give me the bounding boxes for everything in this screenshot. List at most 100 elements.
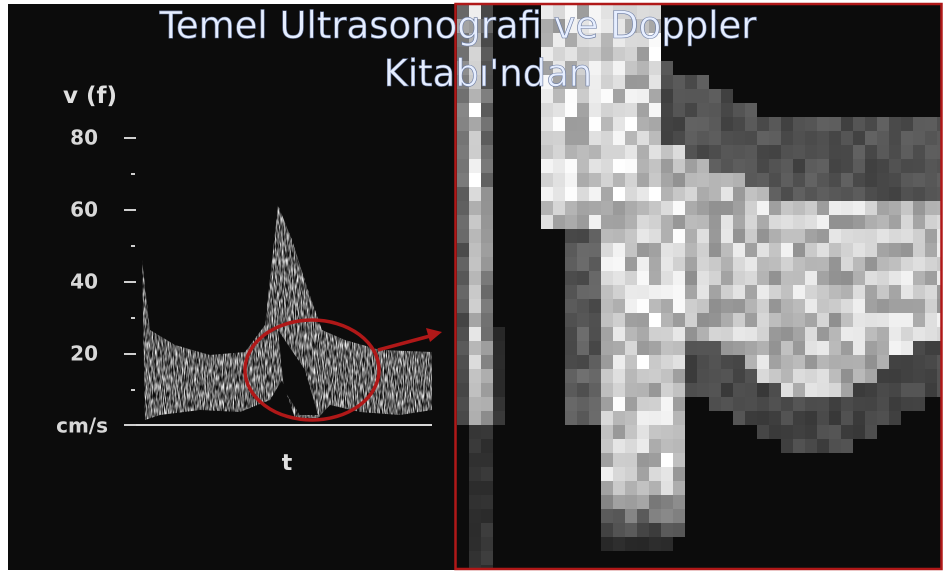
pixel-block [625, 383, 637, 397]
pixel-block [673, 131, 685, 145]
pixel-block [889, 285, 901, 299]
pixel-block [577, 327, 589, 341]
pixel-block [877, 215, 889, 229]
pixel-block [673, 397, 685, 411]
pixel-block [889, 145, 901, 159]
pixel-block [853, 117, 865, 131]
pixel-block [757, 327, 769, 341]
pixel-block [625, 355, 637, 369]
pixel-block [601, 89, 613, 103]
pixel-block [613, 271, 625, 285]
pixel-block [781, 313, 793, 327]
pixel-block [613, 397, 625, 411]
pixel-block [805, 271, 817, 285]
pixel-block [721, 355, 733, 369]
pixel-block [889, 159, 901, 173]
pixel-block [841, 299, 853, 313]
pixel-block [925, 173, 937, 187]
pixel-block [865, 145, 877, 159]
pixel-block [457, 145, 469, 159]
pixel-block [469, 369, 481, 383]
pixel-block [649, 397, 661, 411]
pixel-block [469, 173, 481, 187]
pixel-block [685, 187, 697, 201]
pixel-block [661, 369, 673, 383]
pixel-block [805, 299, 817, 313]
figure: v (f) 80 60 40 20 cm/s t Temel Ultrasono… [0, 0, 945, 572]
pixel-block [481, 285, 493, 299]
pixel-block [781, 397, 793, 411]
pixel-block [841, 145, 853, 159]
pixel-block [637, 411, 649, 425]
pixel-block [721, 173, 733, 187]
pixel-block [745, 327, 757, 341]
pixel-block [637, 117, 649, 131]
pixel-block [673, 145, 685, 159]
pixel-block [685, 173, 697, 187]
pixel-block [613, 145, 625, 159]
pixel-block [541, 131, 553, 145]
pixel-block [469, 257, 481, 271]
pixel-block [685, 145, 697, 159]
pixel-block [601, 327, 613, 341]
pixel-block [805, 117, 817, 131]
pixel-block [637, 103, 649, 117]
pixel-block [577, 215, 589, 229]
pixel-block [481, 369, 493, 383]
pixel-block [457, 411, 469, 425]
pixel-block [733, 369, 745, 383]
pixel-block [601, 467, 613, 481]
pixel-block [841, 201, 853, 215]
pixel-block [673, 327, 685, 341]
pixel-block [553, 159, 565, 173]
pixel-block [817, 397, 829, 411]
pixel-block [673, 509, 685, 523]
pixel-block [865, 369, 877, 383]
pixel-block [877, 187, 889, 201]
pixel-block [637, 327, 649, 341]
pixel-block [733, 145, 745, 159]
pixel-block [553, 173, 565, 187]
pixel-block [637, 355, 649, 369]
pixel-block [661, 173, 673, 187]
pixel-block [613, 481, 625, 495]
pixel-block [709, 271, 721, 285]
pixel-block [841, 257, 853, 271]
pixel-block [649, 509, 661, 523]
x-axis-label: t [282, 451, 293, 476]
pixel-block [625, 453, 637, 467]
pixel-block [577, 299, 589, 313]
pixel-block [925, 229, 937, 243]
pixel-block [577, 383, 589, 397]
pixel-block [709, 89, 721, 103]
pixel-block [553, 103, 565, 117]
pixel-block [769, 243, 781, 257]
pixel-block [889, 187, 901, 201]
pixel-block [877, 369, 889, 383]
pixel-block [661, 313, 673, 327]
pixel-block [481, 425, 493, 439]
pixel-block [877, 285, 889, 299]
pixel-block [673, 159, 685, 173]
pixel-block [457, 173, 469, 187]
pixel-block [481, 439, 493, 453]
pixel-block [565, 145, 577, 159]
pixel-block [481, 131, 493, 145]
pixel-block [757, 215, 769, 229]
pixel-block [793, 327, 805, 341]
pixel-block [829, 341, 841, 355]
pixel-block [637, 47, 649, 61]
pixel-block [757, 145, 769, 159]
pixel-block [697, 355, 709, 369]
pixel-block [829, 215, 841, 229]
pixel-block [601, 411, 613, 425]
pixel-block [805, 425, 817, 439]
pixel-block [601, 187, 613, 201]
pixel-block [745, 341, 757, 355]
pixel-block [853, 229, 865, 243]
pixel-block [613, 453, 625, 467]
pixel-block [637, 187, 649, 201]
pixel-block [793, 369, 805, 383]
pixel-block [889, 341, 901, 355]
pixel-block [733, 131, 745, 145]
